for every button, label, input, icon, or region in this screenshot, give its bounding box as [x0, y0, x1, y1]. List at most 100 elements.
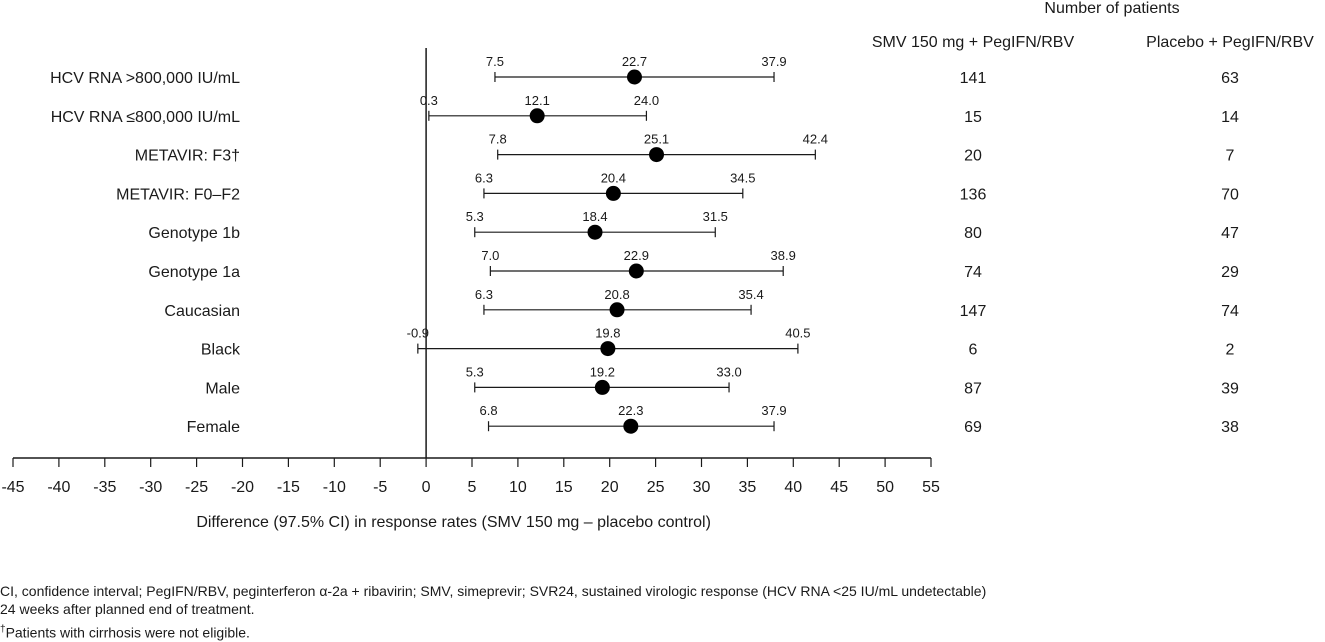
n-smv: 20	[964, 148, 982, 165]
point-estimate-marker	[587, 224, 603, 240]
row-label: Black	[201, 342, 241, 359]
ci-upper-label: 24.0	[634, 93, 659, 108]
ci-lower-label: 6.3	[475, 170, 493, 185]
x-tick-label: -10	[323, 479, 346, 496]
x-tick-label: -40	[47, 479, 70, 496]
n-smv: 6	[969, 342, 978, 359]
footnote-abbreviations-cont: 24 weeks after planned end of treatment.	[0, 601, 255, 617]
x-tick-label: 30	[693, 479, 711, 496]
ci-lower-label: 7.8	[489, 132, 507, 147]
n-placebo: 29	[1221, 264, 1239, 281]
x-tick-label: -35	[93, 479, 116, 496]
x-tick-label: -45	[1, 479, 24, 496]
estimate-label: 22.9	[624, 248, 649, 263]
ci-upper-label: 38.9	[771, 248, 796, 263]
x-tick-label: 35	[739, 479, 757, 496]
x-axis-label: Difference (97.5% CI) in response rates …	[196, 514, 711, 531]
ci-lower-label: 6.8	[479, 403, 497, 418]
n-placebo: 63	[1221, 70, 1239, 87]
ci-lower-label: -0.9	[407, 326, 429, 341]
ci-lower-label: 5.3	[466, 209, 484, 224]
x-tick-label: 15	[555, 479, 573, 496]
x-tick-label: -20	[231, 479, 254, 496]
row-label: HCV RNA >800,000 IU/mL	[50, 70, 240, 87]
columns-header: Number of patients	[1044, 0, 1179, 17]
estimate-label: 20.8	[604, 287, 629, 302]
x-tick-label: 20	[601, 479, 619, 496]
ci-upper-label: 34.5	[730, 170, 755, 185]
estimate-label: 12.1	[525, 93, 550, 108]
n-placebo: 47	[1221, 225, 1239, 242]
row-label: Caucasian	[164, 303, 240, 320]
x-tick-label: -15	[277, 479, 300, 496]
n-placebo: 14	[1221, 109, 1239, 126]
n-placebo: 70	[1221, 186, 1239, 203]
n-placebo: 38	[1221, 419, 1239, 436]
estimate-label: 22.3	[618, 403, 643, 418]
x-tick-label: 5	[468, 479, 477, 496]
ci-upper-label: 37.9	[761, 403, 786, 418]
n-smv: 87	[964, 380, 982, 397]
ci-lower-label: 7.0	[481, 248, 499, 263]
row-label: Female	[187, 419, 240, 436]
x-tick-label: 55	[922, 479, 940, 496]
estimate-label: 19.8	[595, 326, 620, 341]
n-placebo: 39	[1221, 380, 1239, 397]
x-tick-label: 45	[830, 479, 848, 496]
footnote-dagger-text: Patients with cirrhosis were not eligibl…	[5, 624, 250, 641]
x-tick-label: -25	[185, 479, 208, 496]
point-estimate-marker	[609, 302, 625, 318]
point-estimate-marker	[594, 379, 610, 395]
point-estimate-marker	[626, 69, 642, 85]
row-label: Male	[205, 380, 240, 397]
ci-lower-label: 5.3	[466, 364, 484, 379]
estimate-label: 19.2	[590, 364, 615, 379]
column-label-smv: SMV 150 mg + PegIFN/RBV	[872, 34, 1075, 51]
n-smv: 69	[964, 419, 982, 436]
ci-lower-label: 6.3	[475, 287, 493, 302]
point-estimate-marker	[529, 108, 545, 124]
dagger-mark: †	[0, 624, 6, 635]
row-label: Genotype 1b	[148, 225, 240, 242]
n-placebo: 7	[1226, 148, 1235, 165]
x-tick-label: 50	[876, 479, 894, 496]
x-tick-label: 10	[509, 479, 527, 496]
x-tick-label: 25	[647, 479, 665, 496]
n-placebo: 74	[1221, 303, 1239, 320]
n-smv: 136	[960, 186, 987, 203]
point-estimate-marker	[623, 418, 639, 434]
x-tick-label: -30	[139, 479, 162, 496]
n-smv: 74	[964, 264, 982, 281]
footnote-dagger: †Patients with cirrhosis were not eligib…	[0, 621, 250, 642]
column-label-placebo: Placebo + PegIFN/RBV	[1146, 34, 1314, 51]
estimate-label: 18.4	[582, 209, 607, 224]
ci-lower-label: 7.5	[486, 54, 504, 69]
n-smv: 15	[964, 109, 982, 126]
x-tick-label: -5	[373, 479, 387, 496]
ci-upper-label: 37.9	[761, 54, 786, 69]
point-estimate-marker	[628, 263, 644, 279]
x-tick-label: 40	[784, 479, 802, 496]
footnote-abbreviations: CI, confidence interval; PegIFN/RBV, peg…	[0, 583, 987, 599]
ci-upper-label: 40.5	[785, 326, 810, 341]
n-placebo: 2	[1226, 342, 1235, 359]
estimate-label: 20.4	[601, 170, 626, 185]
ci-upper-label: 33.0	[716, 364, 741, 379]
row-label: METAVIR: F0–F2	[116, 186, 240, 203]
n-smv: 80	[964, 225, 982, 242]
ci-lower-label: 0.3	[420, 93, 438, 108]
row-label: HCV RNA ≤800,000 IU/mL	[51, 109, 240, 126]
point-estimate-marker	[600, 341, 616, 357]
point-estimate-marker	[605, 185, 621, 201]
point-estimate-marker	[649, 147, 665, 163]
n-smv: 147	[960, 303, 987, 320]
estimate-label: 22.7	[622, 54, 647, 69]
x-tick-label: 0	[422, 479, 431, 496]
ci-upper-label: 35.4	[738, 287, 763, 302]
ci-upper-label: 42.4	[803, 132, 828, 147]
n-smv: 141	[960, 70, 987, 87]
row-label: METAVIR: F3†	[135, 148, 240, 165]
estimate-label: 25.1	[644, 132, 669, 147]
ci-upper-label: 31.5	[703, 209, 728, 224]
